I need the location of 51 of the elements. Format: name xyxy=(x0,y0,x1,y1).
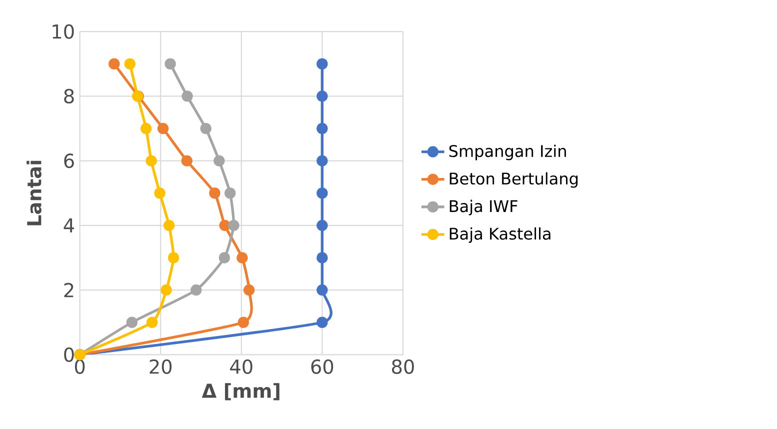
x-tick-label: 40 xyxy=(230,359,252,374)
point xyxy=(316,284,328,296)
point xyxy=(316,58,328,70)
x-tick-label: 80 xyxy=(392,359,414,374)
point xyxy=(316,155,328,166)
point xyxy=(224,188,236,199)
point xyxy=(214,155,225,166)
y-tick-label: 6 xyxy=(64,154,74,168)
legend-label: Beton Bertulang xyxy=(450,172,578,188)
point xyxy=(316,122,328,134)
legend-label: Smpangan Izin xyxy=(449,144,566,160)
x-tick-label: 60 xyxy=(311,359,334,374)
point xyxy=(190,284,202,296)
y-axis-title: Lantai xyxy=(26,160,42,226)
point xyxy=(243,284,255,296)
point xyxy=(200,122,212,134)
point xyxy=(209,188,220,199)
point xyxy=(316,188,328,199)
y-tick-label: 8 xyxy=(64,89,74,104)
point xyxy=(181,155,192,166)
point xyxy=(160,284,172,296)
point xyxy=(316,220,328,232)
y-tick-label: 2 xyxy=(64,283,74,298)
x-axis-title: Δ [mm] xyxy=(202,383,280,400)
point xyxy=(316,252,328,264)
x-tick-label: 0 xyxy=(74,359,85,374)
y-tick-label: 10 xyxy=(52,24,74,39)
point xyxy=(126,316,138,328)
point xyxy=(164,58,176,70)
legend-label: Baja IWF xyxy=(450,200,518,216)
point xyxy=(154,188,166,199)
x-tick-label: 20 xyxy=(150,359,172,374)
y-tick-label: 0 xyxy=(64,348,74,362)
point xyxy=(146,316,158,328)
point xyxy=(218,252,230,264)
point xyxy=(228,220,240,232)
y-tick-label: 4 xyxy=(64,218,74,233)
point xyxy=(316,316,328,328)
point xyxy=(236,252,248,264)
point xyxy=(219,220,230,232)
point xyxy=(182,90,193,102)
point xyxy=(140,122,152,134)
point xyxy=(108,58,120,70)
legend-label: Baja Kastella xyxy=(450,227,550,243)
point xyxy=(146,155,157,166)
point xyxy=(163,220,175,232)
point xyxy=(316,90,328,102)
point xyxy=(157,122,169,134)
point xyxy=(238,316,250,328)
point xyxy=(168,252,180,264)
point xyxy=(124,58,136,70)
